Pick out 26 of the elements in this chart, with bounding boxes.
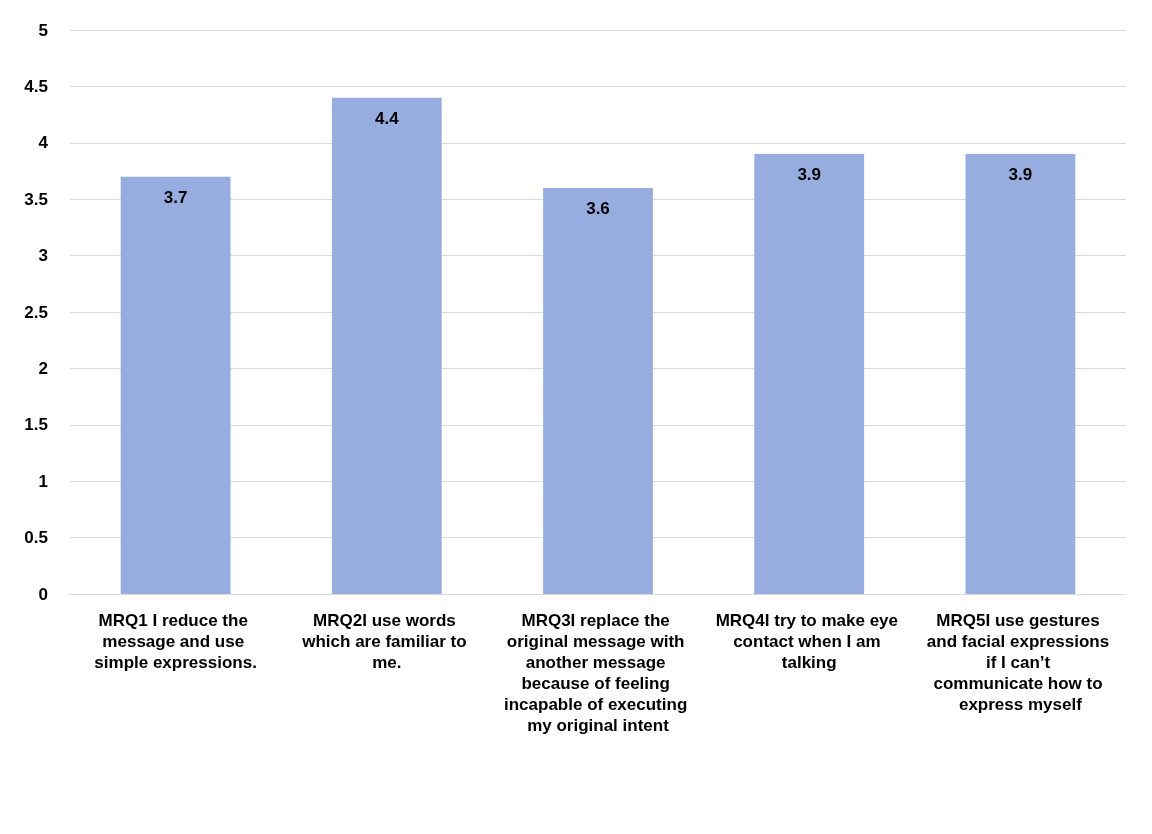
y-tick-label: 4.5 (24, 76, 48, 96)
data-label: 3.9 (797, 165, 822, 185)
x-tick-label: MRQ2I use words which are familiar to me. (301, 611, 472, 672)
bar (965, 154, 1076, 594)
data-label: 3.6 (586, 198, 610, 218)
x-tick-label: MRQ1 I reduce the message and use simple expressions. (94, 611, 257, 672)
x-tick-label: MRQ3I replace the original message with another message because of feeling incapable of executing my original intent (504, 611, 692, 735)
bar (754, 154, 865, 594)
data-label: 3.7 (163, 187, 188, 207)
y-tick-label: 4 (38, 133, 49, 153)
bar (120, 176, 231, 594)
y-tick-label: 1.5 (24, 415, 48, 435)
y-tick-label: 5 (38, 20, 48, 40)
data-label: 4.4 (374, 108, 400, 128)
y-tick-label: 2.5 (24, 302, 48, 322)
y-tick-label: 0 (38, 584, 48, 604)
y-tick-label: 3.5 (24, 189, 48, 209)
bar (331, 97, 442, 594)
x-tick-label: MRQ4I try to make eye contact when I am talking (715, 611, 903, 672)
data-label: 3.9 (1008, 165, 1033, 185)
y-tick-label: 3 (38, 246, 48, 266)
y-tick-label: 0.5 (24, 528, 48, 548)
x-tick-label: MRQ5I use gestures and facial expressions if I can’t communicate how to express myself (926, 611, 1114, 714)
y-tick-label: 2 (38, 358, 48, 378)
y-tick-label: 1 (38, 471, 48, 491)
bar (543, 187, 653, 594)
